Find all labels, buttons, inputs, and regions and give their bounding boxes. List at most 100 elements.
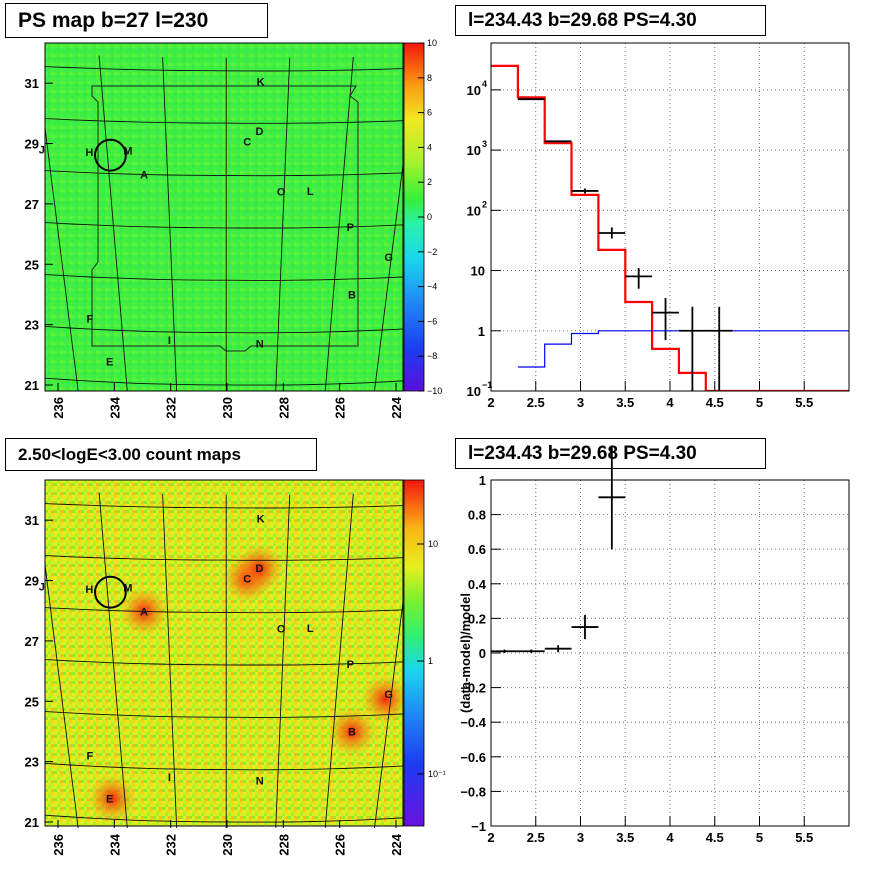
spectrum-ytick-exponent: −1 xyxy=(482,380,492,390)
ps-map-title: PS map b=27 l=230 xyxy=(5,3,268,38)
residual-xtick-label: 2.5 xyxy=(527,830,545,845)
residual-ytick-label: −0.2 xyxy=(460,681,486,696)
spectrum-ytick-exponent: 3 xyxy=(482,139,487,149)
l-tick-label: 228 xyxy=(276,397,291,419)
marker-O: O xyxy=(277,186,286,198)
marker-L: L xyxy=(307,186,314,198)
residual-grid xyxy=(490,479,849,827)
spectrum-xtick-label: 4 xyxy=(666,395,674,410)
ps-map-frame xyxy=(44,42,404,392)
spectrum-ytick-exponent: 2 xyxy=(482,199,487,209)
residual-title: l=234.43 b=29.68 PS=4.30 xyxy=(455,438,766,469)
spectrum-ytick-exponent: 4 xyxy=(482,79,487,89)
residual-xtick-label: 3 xyxy=(577,830,584,845)
ps-colorbar-label: 10 xyxy=(427,38,437,48)
marker-D: D xyxy=(255,563,263,575)
b-tick-label: 23 xyxy=(25,755,39,770)
ps-colorbar-label: −4 xyxy=(427,282,437,292)
marker-H: H xyxy=(85,584,93,596)
ps-colorbar-label: 8 xyxy=(427,73,432,83)
residual-ytick-label: 0.4 xyxy=(468,577,487,592)
marker-B: B xyxy=(348,727,356,739)
b-tick-label: 29 xyxy=(25,137,39,152)
ps-parallel-line xyxy=(45,222,403,229)
ps-map-grid xyxy=(45,55,403,391)
marker-I: I xyxy=(168,335,171,347)
residual-ytick-label: 1 xyxy=(479,473,486,488)
selection-circle xyxy=(94,138,127,172)
b-tick-label: 25 xyxy=(25,694,39,709)
spectrum-xtick-label: 2 xyxy=(487,395,494,410)
marker-J: J xyxy=(39,145,45,157)
l-tick-label: 234 xyxy=(107,396,122,418)
marker-P: P xyxy=(347,659,354,671)
source-blob-B xyxy=(327,707,376,756)
spectrum-xtick-label: 2.5 xyxy=(527,395,545,410)
ps-colorbar-label: 6 xyxy=(427,108,432,118)
ps-parallel-line xyxy=(45,377,403,386)
marker-J: J xyxy=(39,582,45,594)
residual-ytick-label: −0.4 xyxy=(460,715,486,730)
cm-parallel-line xyxy=(45,659,403,666)
l-tick-label: 228 xyxy=(276,834,291,856)
count-colorbar-label: 1 xyxy=(428,656,433,666)
spectrum-xtick-label: 5 xyxy=(756,395,763,410)
spectrum-series xyxy=(491,64,849,391)
marker-O: O xyxy=(277,623,286,635)
b-tick-label: 21 xyxy=(25,378,39,393)
ps-parallel-line xyxy=(45,325,403,334)
count-colorbar-label: 10 xyxy=(428,539,438,549)
spectrum-ytick-label: 1 xyxy=(478,324,485,339)
residual-ytick-label: −1 xyxy=(471,819,486,834)
cm-parallel-line xyxy=(45,762,403,771)
residual-xtick-label: 4 xyxy=(666,830,674,845)
b-tick-label: 31 xyxy=(25,513,39,528)
l-tick-label: 232 xyxy=(164,834,179,856)
b-tick-label: 23 xyxy=(25,318,39,333)
residual-ytick-label: 0.6 xyxy=(468,542,486,557)
cm-parallel-line xyxy=(45,814,403,823)
ps-colorbar-label: 2 xyxy=(427,177,432,187)
b-tick-label: 31 xyxy=(25,76,39,91)
roi-outline xyxy=(91,85,359,352)
residual-ylabel: (data-model)/model xyxy=(458,593,473,713)
count-map-title: 2.50<logE<3.00 count maps xyxy=(5,438,317,471)
l-tick-label: 234 xyxy=(107,833,122,855)
count-map-image xyxy=(45,480,403,826)
l-tick-label: 226 xyxy=(333,834,348,856)
ps-colorbar-label: 0 xyxy=(427,212,432,222)
spectrum-xtick-label: 5.5 xyxy=(795,395,813,410)
count-map-grid xyxy=(45,492,403,828)
spectrum-ytick-label: 10 xyxy=(467,143,481,158)
marker-L: L xyxy=(307,623,314,635)
residual-xtick-label: 5 xyxy=(756,830,763,845)
cm-parallel-line xyxy=(45,555,403,561)
spectrum-grid xyxy=(490,43,849,392)
ps-parallel-line xyxy=(45,66,403,72)
count-colorbar xyxy=(403,479,425,827)
marker-A: A xyxy=(140,169,148,181)
residual-ytick-label: 0 xyxy=(479,646,486,661)
residual-ytick-label: −0.8 xyxy=(460,784,486,799)
residual-xtick-label: 2 xyxy=(487,830,494,845)
marker-N: N xyxy=(256,775,264,787)
marker-E: E xyxy=(106,356,113,368)
residual-points xyxy=(491,445,626,653)
ps-colorbar-label: −8 xyxy=(427,351,437,361)
ps-colorbar-label: −10 xyxy=(427,386,442,396)
residual-ytick-label: −0.6 xyxy=(460,750,486,765)
ps-map-markers: K DC J H MA O L P G B F I N E xyxy=(39,76,393,368)
l-tick-label: 230 xyxy=(220,397,235,419)
count-map-frame xyxy=(44,479,404,827)
marker-I: I xyxy=(168,772,171,784)
cm-parallel-line xyxy=(45,503,403,509)
marker-P: P xyxy=(347,222,354,234)
marker-B: B xyxy=(348,290,356,302)
b-tick-label: 29 xyxy=(25,574,39,589)
marker-N: N xyxy=(256,338,264,350)
spectrum-xtick-label: 4.5 xyxy=(706,395,724,410)
marker-K: K xyxy=(257,76,265,88)
